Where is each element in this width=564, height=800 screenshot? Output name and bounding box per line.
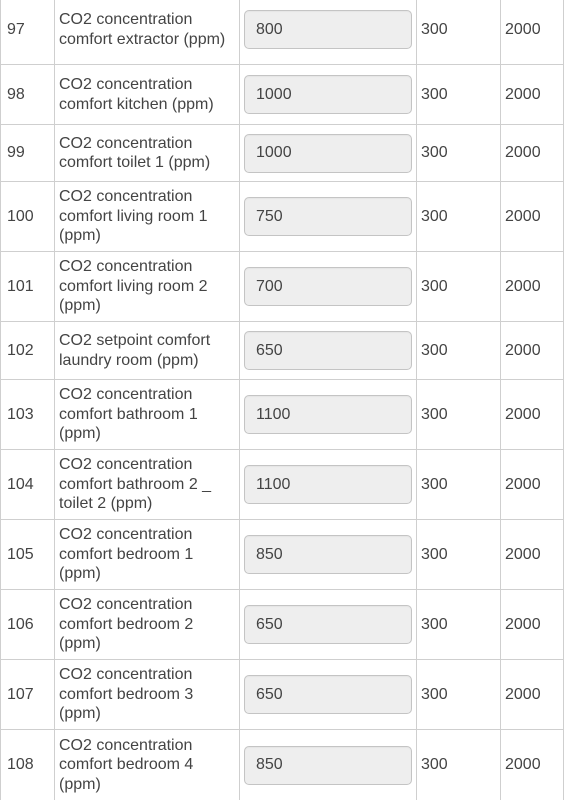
row-id: 106 <box>0 590 54 659</box>
row-label-cell: CO2 concentration comfort toilet 1 (ppm) <box>54 125 239 181</box>
row-id: 102 <box>0 322 54 379</box>
value-cell <box>239 182 416 251</box>
row-max: 2000 <box>500 0 564 64</box>
row-max: 2000 <box>500 380 564 449</box>
value-cell <box>239 520 416 589</box>
value-input[interactable] <box>244 535 412 574</box>
row-id: 97 <box>0 0 54 64</box>
row-label-cell: CO2 concentration comfort bathroom 1 (pp… <box>54 380 239 449</box>
row-label-cell: CO2 concentration comfort bedroom 2 (ppm… <box>54 590 239 659</box>
value-input[interactable] <box>244 605 412 644</box>
row-label-cell: CO2 concentration comfort living room 1 … <box>54 182 239 251</box>
row-label: CO2 concentration comfort bedroom 4 (ppm… <box>59 736 194 793</box>
row-min: 300 <box>416 182 500 251</box>
row-label: CO2 concentration comfort living room 1 … <box>59 188 208 245</box>
value-cell <box>239 125 416 181</box>
table-row: 105 CO2 concentration comfort bedroom 1 … <box>0 520 564 590</box>
row-label: CO2 concentration comfort bathroom 1 (pp… <box>59 386 198 443</box>
value-input[interactable] <box>244 133 412 173</box>
value-input[interactable] <box>244 745 412 785</box>
value-input[interactable] <box>244 331 412 370</box>
row-max: 2000 <box>500 730 564 800</box>
row-max: 2000 <box>500 520 564 589</box>
row-label: CO2 concentration comfort bedroom 3 (ppm… <box>59 666 194 723</box>
row-label-cell: CO2 concentration comfort living room 2 … <box>54 252 239 321</box>
row-max: 2000 <box>500 125 564 181</box>
table-row: 101 CO2 concentration comfort living roo… <box>0 252 564 322</box>
value-cell <box>239 380 416 449</box>
table-row: 97 CO2 concentration comfort extractor (… <box>0 0 564 65</box>
value-cell <box>239 590 416 659</box>
table-row: 108 CO2 concentration comfort bedroom 4 … <box>0 730 564 800</box>
row-min: 300 <box>416 0 500 64</box>
row-label: CO2 concentration comfort extractor (ppm… <box>59 11 226 48</box>
table-row: 98 CO2 concentration comfort kitchen (pp… <box>0 65 564 125</box>
row-label: CO2 concentration comfort kitchen (ppm) <box>59 76 214 113</box>
table-row: 103 CO2 concentration comfort bathroom 1… <box>0 380 564 450</box>
row-label: CO2 concentration comfort toilet 1 (ppm) <box>59 134 211 172</box>
table-row: 104 CO2 concentration comfort bathroom 2… <box>0 450 564 520</box>
row-label: CO2 concentration comfort bathroom 2 _ t… <box>59 456 212 513</box>
row-label-cell: CO2 concentration comfort bathroom 2 _ t… <box>54 450 239 519</box>
row-label: CO2 concentration comfort bedroom 2 (ppm… <box>59 596 194 653</box>
table-row: 107 CO2 concentration comfort bedroom 3 … <box>0 660 564 730</box>
row-id: 104 <box>0 450 54 519</box>
table-row: 106 CO2 concentration comfort bedroom 2 … <box>0 590 564 660</box>
value-input[interactable] <box>244 675 412 714</box>
row-id: 98 <box>0 65 54 124</box>
row-min: 300 <box>416 730 500 800</box>
row-min: 300 <box>416 252 500 321</box>
row-label-cell: CO2 setpoint comfort laundry room (ppm) <box>54 322 239 379</box>
row-min: 300 <box>416 65 500 124</box>
row-min: 300 <box>416 380 500 449</box>
row-min: 300 <box>416 660 500 729</box>
value-input[interactable] <box>244 197 412 236</box>
row-min: 300 <box>416 590 500 659</box>
row-max: 2000 <box>500 660 564 729</box>
value-cell <box>239 65 416 124</box>
row-label-cell: CO2 concentration comfort kitchen (ppm) <box>54 65 239 124</box>
row-label: CO2 concentration comfort living room 2 … <box>59 258 208 315</box>
row-id: 107 <box>0 660 54 729</box>
value-input[interactable] <box>244 10 412 49</box>
table-row: 99 CO2 concentration comfort toilet 1 (p… <box>0 125 564 182</box>
row-label-cell: CO2 concentration comfort extractor (ppm… <box>54 0 239 64</box>
row-label: CO2 concentration comfort bedroom 1 (ppm… <box>59 526 194 583</box>
row-id: 108 <box>0 730 54 800</box>
row-min: 300 <box>416 450 500 519</box>
row-id: 105 <box>0 520 54 589</box>
row-id: 100 <box>0 182 54 251</box>
value-input[interactable] <box>244 465 412 504</box>
row-max: 2000 <box>500 252 564 321</box>
value-input[interactable] <box>244 75 412 114</box>
value-input[interactable] <box>244 267 412 306</box>
row-label: CO2 setpoint comfort laundry room (ppm) <box>59 332 211 369</box>
row-label-cell: CO2 concentration comfort bedroom 4 (ppm… <box>54 730 239 800</box>
row-id: 103 <box>0 380 54 449</box>
value-cell <box>239 660 416 729</box>
row-max: 2000 <box>500 322 564 379</box>
row-id: 101 <box>0 252 54 321</box>
value-cell <box>239 0 416 64</box>
row-id: 99 <box>0 125 54 181</box>
row-min: 300 <box>416 125 500 181</box>
row-max: 2000 <box>500 590 564 659</box>
value-cell <box>239 450 416 519</box>
table-row: 100 CO2 concentration comfort living roo… <box>0 182 564 252</box>
row-max: 2000 <box>500 182 564 251</box>
row-label-cell: CO2 concentration comfort bedroom 3 (ppm… <box>54 660 239 729</box>
table-row: 102 CO2 setpoint comfort laundry room (p… <box>0 322 564 380</box>
value-cell <box>239 322 416 379</box>
value-cell <box>239 252 416 321</box>
row-min: 300 <box>416 520 500 589</box>
row-label-cell: CO2 concentration comfort bedroom 1 (ppm… <box>54 520 239 589</box>
row-max: 2000 <box>500 65 564 124</box>
value-input[interactable] <box>244 395 412 434</box>
row-max: 2000 <box>500 450 564 519</box>
row-min: 300 <box>416 322 500 379</box>
value-cell <box>239 730 416 800</box>
